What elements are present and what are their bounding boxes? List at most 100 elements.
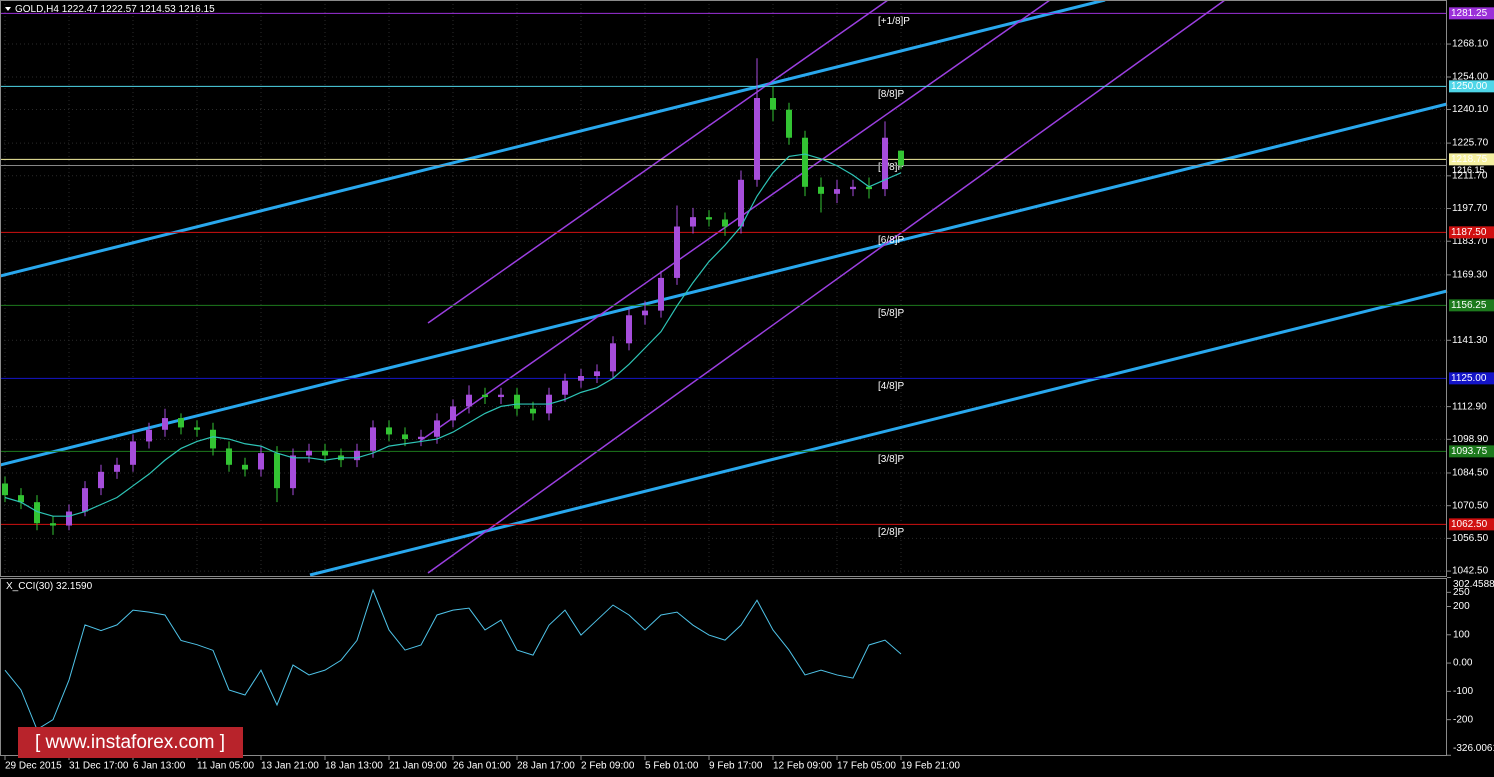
channel-line [427, 0, 1226, 574]
candle-body [466, 394, 472, 407]
candle-body [578, 376, 584, 381]
open-value: 1222.47 [62, 4, 99, 15]
candle-body [402, 434, 408, 440]
y-tick-label: 1056.50 [1452, 533, 1489, 544]
candle-body [242, 464, 248, 470]
trend-lines [0, 0, 1448, 577]
low-value: 1214.53 [140, 4, 177, 15]
trend-line [309, 289, 1448, 577]
level-box [1449, 299, 1494, 312]
level-name: [4/8]P [878, 381, 904, 392]
candle-body [2, 483, 8, 496]
candle-body [562, 380, 568, 395]
candle-body [146, 429, 152, 442]
candle-body [754, 98, 760, 180]
y-tick-label: 1169.30 [1452, 270, 1488, 281]
candle-body [706, 217, 712, 220]
level-box [1449, 445, 1494, 458]
candle-body [866, 186, 872, 190]
cci-tick-label: -100 [1453, 686, 1473, 697]
candle-body [834, 189, 840, 194]
candle-body [290, 455, 296, 489]
level-name: [2/8]P [878, 527, 904, 538]
candle-body [226, 448, 232, 465]
candle-body [66, 511, 72, 526]
main-frame [0, 0, 1447, 577]
y-tick-label: 1084.50 [1452, 468, 1489, 479]
chart-header: GOLD,H4 1222.47 1222.57 1214.53 1216.15 [15, 4, 215, 15]
y-tick-label: 1197.70 [1452, 203, 1488, 214]
x-tick-label: 19 Feb 21:00 [901, 761, 960, 772]
x-tick-label: 29 Dec 2015 [5, 761, 62, 772]
level-name: [8/8]P [878, 89, 904, 100]
candle-body [306, 450, 312, 456]
candle-body [34, 502, 40, 524]
candle-body [818, 186, 824, 194]
candle-body [82, 488, 88, 512]
level-label: 1093.75 [1451, 446, 1488, 457]
high-value: 1222.57 [101, 4, 138, 15]
level-label: 1187.50 [1451, 227, 1487, 238]
level-label: 1250.00 [1451, 81, 1488, 92]
y-tick-label: 1042.50 [1452, 566, 1489, 577]
menu-arrow [5, 7, 11, 11]
levels-layer: [+1/8]P [8/8]P [7/8]P [6/8]P [5/8]P [4/8]P [3/… [0, 12, 1447, 538]
y-tick-label: 1112.90 [1452, 401, 1487, 412]
axes-layer: 1268.10 1254.00 1240.10 1225.70 1211.70 1197.… [4, 7, 1494, 772]
x-tick-label: 28 Jan 17:00 [517, 761, 575, 772]
candle-body [610, 343, 616, 372]
trend-line [0, 102, 1448, 467]
candle-body [898, 150, 904, 166]
candle-body [882, 137, 888, 190]
x-tick-label: 31 Dec 17:00 [69, 761, 129, 772]
x-tick-label: 6 Jan 13:00 [133, 761, 186, 772]
cci-tick-label: 302.4588 [1453, 579, 1494, 590]
cci-tick-label: 0.00 [1453, 658, 1473, 669]
cci-last-value: 32.1590 [56, 581, 93, 592]
candle-body [514, 394, 520, 409]
cci-tick-label: 250 [1453, 587, 1470, 598]
price-label: 1216.15 [1452, 165, 1485, 175]
candle-body [258, 453, 264, 470]
candle-body [418, 436, 424, 440]
candle-body [434, 420, 440, 437]
x-tick-label: 17 Feb 05:00 [837, 761, 896, 772]
y-tick-label: 1098.90 [1452, 434, 1489, 445]
candle-body [498, 394, 504, 398]
candle-body [674, 226, 680, 278]
y-tick-label: 1225.70 [1452, 138, 1489, 149]
y-tick-label: 1211.70 [1452, 170, 1488, 181]
channel-line [419, 0, 1051, 442]
close-value: 1216.15 [179, 4, 216, 15]
x-tick-label: 12 Feb 09:00 [773, 761, 832, 772]
candle-body [658, 277, 664, 311]
trend-line [0, 0, 1106, 278]
level-name: [+1/8]P [878, 16, 910, 27]
y-tick-label: 1268.10 [1452, 39, 1489, 50]
candle-body [850, 186, 856, 190]
x-tick-label: 2 Feb 09:00 [581, 761, 635, 772]
y-tick-label: 1183.70 [1452, 236, 1488, 247]
candle-body [450, 406, 456, 421]
grid-layer [0, 0, 1447, 576]
candle-body [50, 523, 56, 526]
candle-body [802, 137, 808, 187]
candle-body [114, 464, 120, 472]
level-box [1449, 518, 1494, 531]
x-tick-label: 26 Jan 01:00 [453, 761, 511, 772]
candle-body [594, 371, 600, 377]
level-label: 1156.25 [1451, 300, 1487, 311]
cci-tick-label: 100 [1453, 629, 1470, 640]
candle-body [722, 219, 728, 227]
candle-body [322, 450, 328, 456]
x-tick-label: 11 Jan 05:00 [197, 761, 255, 772]
candle-body [642, 310, 648, 316]
watermark-box [18, 727, 243, 758]
candle-body [482, 394, 488, 398]
x-tick-label: 18 Jan 13:00 [325, 761, 383, 772]
candle-body [274, 453, 280, 489]
level-name: [7/8]P [878, 162, 904, 173]
level-box [1449, 372, 1494, 385]
y-tick-label: 1070.50 [1452, 500, 1489, 511]
